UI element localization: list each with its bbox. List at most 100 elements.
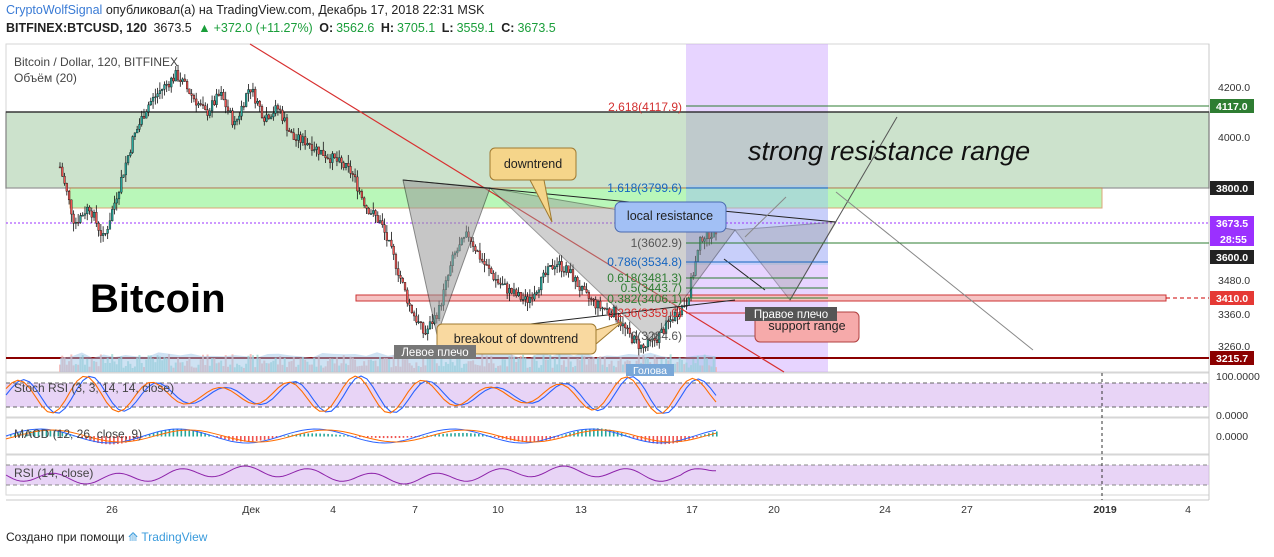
macd-bar	[398, 436, 401, 438]
candle	[102, 226, 105, 242]
macd-bar	[660, 436, 663, 445]
macd-bar	[481, 434, 484, 437]
macd-bar	[612, 430, 615, 437]
candle	[249, 89, 252, 100]
author-link[interactable]: CryptoWolfSignal	[6, 3, 103, 17]
stoch-band	[6, 383, 1209, 407]
candle	[381, 213, 384, 228]
candle	[639, 344, 643, 353]
macd-bar	[462, 432, 464, 437]
candle	[406, 287, 409, 307]
candle	[301, 133, 304, 146]
macd-bar	[426, 435, 429, 437]
macd-bar	[414, 436, 417, 438]
candle	[142, 108, 146, 119]
candle	[88, 205, 91, 215]
macd-bar	[525, 436, 528, 443]
candle	[158, 82, 161, 100]
candle	[542, 269, 545, 284]
macd-bar	[196, 431, 198, 437]
candle	[413, 310, 416, 321]
macd-bar	[152, 433, 155, 437]
candle	[310, 136, 314, 156]
x-tick-dec: Дек	[242, 504, 260, 516]
macd-bar	[25, 431, 28, 437]
macd-bar	[672, 436, 674, 444]
macd-bar	[366, 436, 369, 438]
stoch-k-line	[5, 375, 717, 414]
candle	[369, 209, 373, 215]
candle	[549, 265, 552, 267]
macd-bar	[271, 436, 274, 439]
macd-bar	[89, 436, 91, 442]
macd-bar	[581, 429, 583, 437]
tradingview-logo-icon[interactable]: ⟰	[127, 530, 139, 544]
candle	[77, 213, 80, 227]
macd-bar	[247, 436, 250, 442]
candle	[515, 287, 518, 298]
macd-bar	[454, 433, 456, 437]
candle	[63, 172, 66, 186]
macd-bar	[9, 435, 12, 437]
macd-bar	[557, 436, 559, 438]
candle	[401, 276, 404, 284]
candle	[313, 141, 316, 153]
candle	[210, 95, 214, 118]
macd-bar	[378, 436, 381, 438]
candle	[506, 281, 509, 299]
macd-bar	[228, 436, 230, 441]
candle	[170, 76, 173, 93]
macd-bar	[374, 436, 377, 438]
strong-resistance-zone	[5, 111, 1210, 189]
candle	[283, 112, 286, 123]
macd-bar	[33, 430, 36, 437]
candle	[136, 125, 139, 134]
tradingview-link[interactable]: TradingView	[141, 530, 208, 544]
price-label-3800: 3800.0	[1210, 181, 1254, 195]
macd-bar	[541, 436, 544, 442]
candle	[385, 225, 388, 247]
macd-title: MACD (12, 26, close, 9)	[14, 427, 142, 441]
candle	[306, 138, 309, 146]
candle	[526, 292, 529, 311]
candle	[195, 92, 198, 113]
macd-bar	[339, 434, 341, 437]
candle	[186, 79, 189, 93]
candle	[637, 337, 640, 356]
price-label-3600: 3600.0	[1210, 250, 1254, 264]
fib-label-05: 0.5(3443.7)	[621, 281, 682, 295]
price-change: +372.0 (+11.27%)	[213, 21, 313, 35]
x-tick-7: 7	[412, 504, 418, 516]
candle	[587, 290, 590, 306]
candle	[678, 307, 681, 320]
stoch-tick-100: 100.0000	[1216, 371, 1260, 383]
candle	[363, 196, 366, 208]
candle	[233, 115, 236, 130]
y-tick-4200: 4200.0	[1218, 82, 1250, 94]
candle	[655, 333, 659, 346]
rsi-path	[5, 465, 717, 485]
candle	[270, 114, 273, 120]
candle	[710, 230, 713, 245]
candle	[590, 296, 593, 306]
candle	[108, 212, 112, 230]
candle	[594, 296, 597, 315]
candle	[122, 174, 125, 178]
macd-bar	[180, 428, 183, 437]
candle	[70, 199, 73, 222]
candle	[546, 263, 550, 283]
candle	[183, 74, 186, 83]
macd-bar	[263, 436, 266, 440]
macd-bar	[565, 434, 567, 437]
rsi-band	[6, 465, 1209, 485]
candle	[578, 279, 581, 298]
macd-bar	[121, 436, 123, 444]
candle	[292, 128, 295, 140]
macd-bar	[513, 436, 516, 441]
macd-bar	[600, 428, 603, 437]
left-shoulder-label: Левое плечо	[401, 347, 468, 359]
macd-bar	[335, 434, 337, 437]
candle	[147, 101, 150, 117]
candle	[83, 206, 87, 220]
